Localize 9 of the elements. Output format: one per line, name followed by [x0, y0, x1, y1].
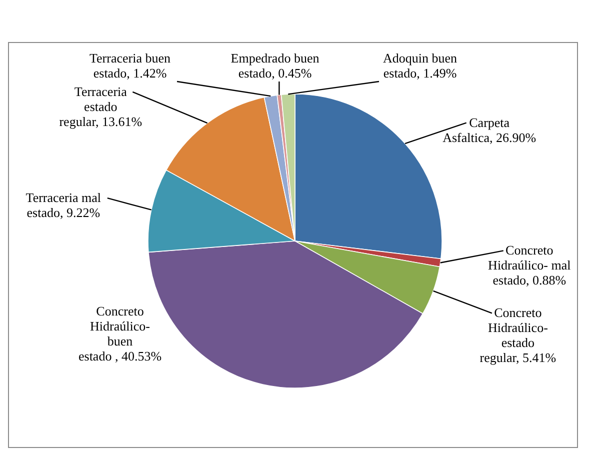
slice-label: Terraceria buen estado, 1.42%	[89, 50, 171, 80]
slice-label: Terraceria mal estado, 9.22%	[26, 190, 102, 220]
slice-label: Concreto Hidraúlico- estado regular, 5.41%	[480, 305, 556, 366]
slice-label: Empedrado buen estado, 0.45%	[230, 50, 320, 80]
slice-label: Adoquin buen estado, 1.49%	[382, 50, 458, 80]
slice-label: Concreto Hidraúlico- buen estado , 40.53%	[78, 304, 162, 364]
slice-label: Terraceria estado regular, 13.61%	[59, 84, 142, 129]
slice-label: Carpeta Asfaltica, 26.90%	[442, 114, 536, 145]
slice-label: Concreto Hidraúlico- mal estado, 0.88%	[488, 242, 572, 288]
